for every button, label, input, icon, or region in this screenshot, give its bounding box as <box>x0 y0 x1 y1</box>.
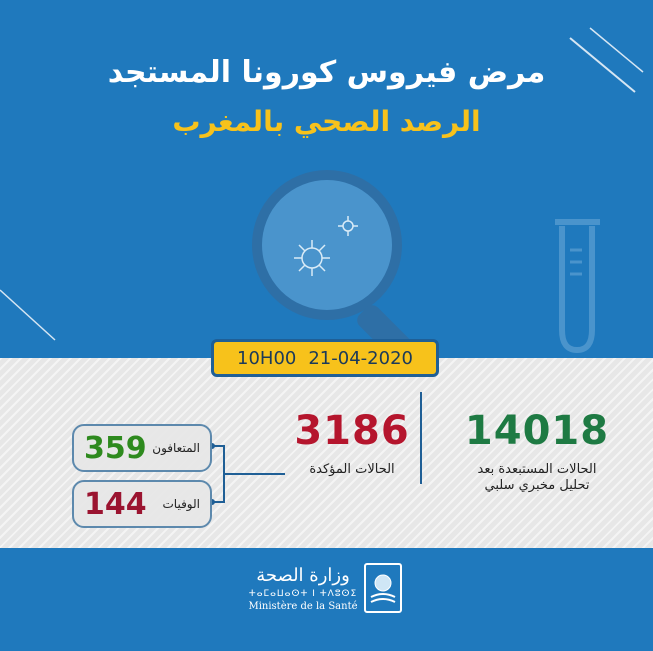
header-area <box>0 0 653 358</box>
deaths-label: الوفيات <box>162 497 201 511</box>
footer <box>0 548 653 651</box>
ministry-logo-text: وزارة الصحة ⵜⴰⵎⴰⵡⴰⵙⵜ ⵏ ⵜⴷⵓⵙⵉ Ministère d… <box>248 565 358 612</box>
ministry-name-arabic: وزارة الصحة <box>256 565 350 586</box>
confirmed-cases-stat: 3186 الحالات المؤكدة <box>282 408 422 478</box>
headline-subtitle: الرصد الصحي بالمغرب <box>172 105 481 138</box>
deaths-pill: الوفيات 144 <box>72 480 212 528</box>
ministry-emblem-icon <box>364 563 402 613</box>
date-time-box: 10H00 21-04-2020 <box>211 339 439 377</box>
report-date: 21-04-2020 <box>308 347 413 369</box>
headline-title: مرض فيروس كورونا المستجد <box>107 55 546 90</box>
stats-divider <box>420 392 422 484</box>
recovered-pill: المتعافون 359 <box>72 424 212 472</box>
confirmed-cases-value: 3186 <box>294 408 410 454</box>
excluded-cases-stat: 14018 الحالات المستبعدة بعد تحليل مخبري … <box>452 408 622 494</box>
recovered-value: 359 <box>84 430 147 466</box>
deaths-value: 144 <box>84 486 147 522</box>
bracket-connector <box>210 443 285 505</box>
confirmed-cases-label: الحالات المؤكدة <box>309 462 395 477</box>
recovered-label: المتعافون <box>152 441 200 455</box>
excluded-cases-label-line1: الحالات المستبعدة بعد <box>477 462 597 477</box>
excluded-cases-value: 14018 <box>464 408 610 454</box>
ministry-name-tifinagh: ⵜⴰⵎⴰⵡⴰⵙⵜ ⵏ ⵜⴷⵓⵙⵉ <box>248 589 358 599</box>
report-time: 10H00 <box>237 347 297 369</box>
excluded-cases-label-line2: تحليل مخبري سلبي <box>484 478 590 493</box>
ministry-name-french: Ministère de la Santé <box>248 601 358 612</box>
